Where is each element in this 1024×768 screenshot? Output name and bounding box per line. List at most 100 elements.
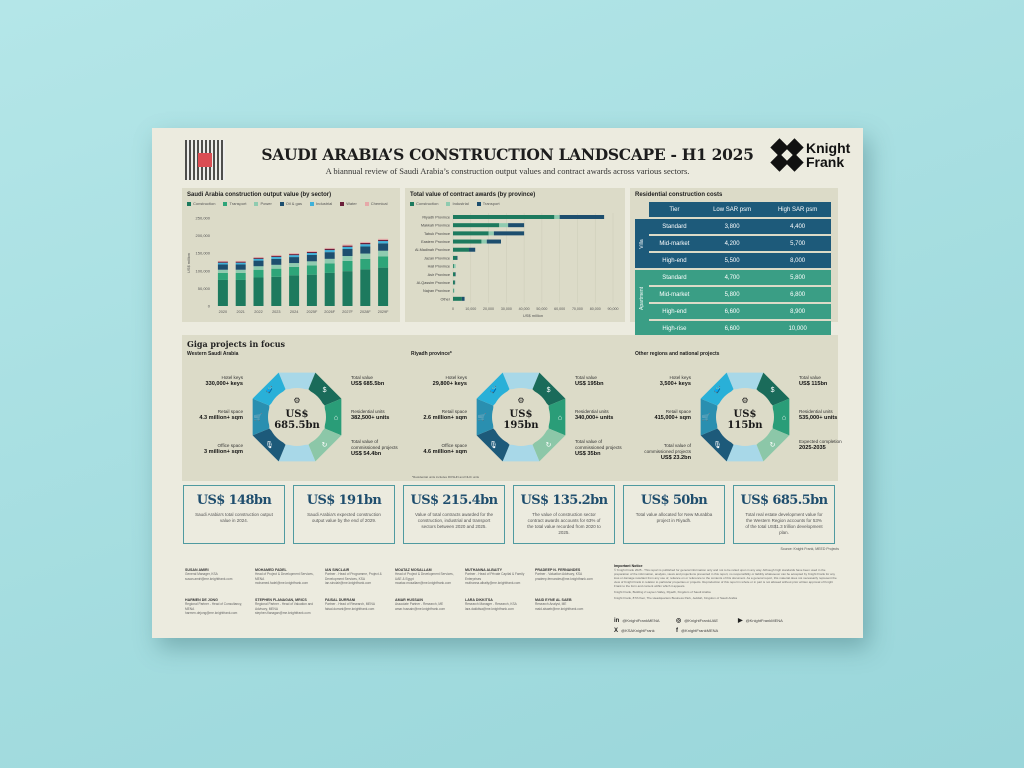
y-axis-label: US$ million xyxy=(186,253,191,273)
table-cell: 4,200 xyxy=(699,236,765,251)
stat-label: Hotel keys 29,800+ keys xyxy=(411,375,467,387)
bar-segment xyxy=(235,262,246,265)
instagram-icon: ◎ xyxy=(676,618,682,624)
output-chart-panel: Saudi Arabia construction output value (… xyxy=(182,188,400,322)
x-tick-label: 2021 xyxy=(236,310,244,314)
legend-swatch xyxy=(446,201,451,206)
y-tick-label: 200,000 xyxy=(196,233,211,238)
bar-segment xyxy=(306,251,317,252)
contact-role: Head of Project & Development Services, … xyxy=(395,572,454,581)
contact-email[interactable]: amar.hussain@me.knightfrank.com xyxy=(395,606,446,611)
stat-value: US$ 54.4bn xyxy=(351,451,382,457)
social-handle: @KnightFrankUAE xyxy=(684,618,719,623)
contact-email[interactable]: faisal.durrani@me.knightfrank.com xyxy=(325,606,375,611)
social-link[interactable]: f @KnightFrankMENA xyxy=(676,628,718,634)
stat-key: Residential units xyxy=(351,409,385,414)
contact-email[interactable]: mohamed.fadel@me.knightfrank.com xyxy=(255,580,309,585)
octagon-segment xyxy=(548,398,566,436)
contact-email[interactable]: pradeep.fernandes@me.knightfrank.com xyxy=(535,576,593,581)
social-link[interactable]: X @KSAKnightFrank xyxy=(614,628,655,634)
logo-mark-icon xyxy=(770,138,804,172)
contact-email[interactable]: lara.dakkitsa@me.knightfrank.com xyxy=(465,606,514,611)
output-bar-chart: 0 50,000 100,000 150,000 200,000 250,000 US$ m… xyxy=(186,216,389,315)
region-name: Western Saudi Arabia xyxy=(187,351,239,357)
stat-box: US$ 191bn Saudi Arabia's expected constru… xyxy=(293,485,395,544)
contact-name: IAN SINCLAIR xyxy=(325,568,350,572)
bar-segment xyxy=(253,257,264,258)
bar-segment xyxy=(453,239,482,244)
stat-key: Residential units xyxy=(799,409,833,414)
stat-label: Residential units 340,000+ units xyxy=(575,409,631,421)
bar-segment xyxy=(360,269,371,306)
legend-label: Industrial xyxy=(316,201,333,206)
table-cell: 8,900 xyxy=(764,304,831,319)
bar-segment xyxy=(360,258,371,270)
poster: SAUDI ARABIA’S CONSTRUCTION LANDSCAPE - … xyxy=(152,128,863,638)
group-label: Apartment xyxy=(635,270,649,336)
notice-address: Knight Frank, 87th floor, The Headquarte… xyxy=(614,596,738,600)
stat-value: US$ 215.4bn xyxy=(410,493,499,508)
contact-name: FAISAL DURRANI xyxy=(325,598,356,602)
bar-segment xyxy=(217,260,228,262)
bar-segment xyxy=(253,277,264,306)
social-handle: @KnightFrankMENA xyxy=(681,628,719,633)
youtube-icon: ▶ xyxy=(738,618,743,624)
bar-segment xyxy=(217,269,228,273)
stat-value: 3,500+ keys xyxy=(659,381,691,387)
contact-card: STEPHEN FLANAGAN, MRICS Regional Partner … xyxy=(255,598,321,615)
contracts-chart-panel: Total value of contract awards (by provi… xyxy=(405,188,625,322)
contact-role: General Manager, KSA xyxy=(185,572,218,577)
bar-segment xyxy=(378,239,389,242)
contact-card: MOATAZ MOSALLAM Head of Project & Develop… xyxy=(395,568,461,585)
bar-segment xyxy=(217,279,228,306)
octagon-segment xyxy=(476,398,494,436)
bar-segment xyxy=(453,255,457,260)
segment-icon: ↻ xyxy=(546,442,552,449)
footnote: *Residential units includes ROSHN and NH… xyxy=(412,475,480,479)
x-tick-label: 2026F xyxy=(324,310,335,314)
stat-label: Residential units 535,000+ units xyxy=(799,409,855,421)
contact-card: MAID EYNE AL SAEB Research Analyst, ME mai… xyxy=(535,598,601,611)
bar-segment xyxy=(235,269,246,273)
stat-key: Expected completion xyxy=(799,439,842,444)
contact-email[interactable]: maid.alsaeb@me.knightfrank.com xyxy=(535,606,584,611)
stat-key: Retail space xyxy=(665,409,691,414)
x-tick-label: 2024 xyxy=(290,310,298,314)
social-link[interactable]: ▶ @KnightFrankMENA xyxy=(738,618,783,624)
contact-email[interactable]: susan.amiri@me.knightfrank.com xyxy=(185,576,233,581)
stat-key: Total value xyxy=(799,375,821,380)
stat-value: 2.6 million+ sqm xyxy=(423,415,467,421)
contact-email[interactable]: muthanna.albaity@me.knightfrank.com xyxy=(465,580,521,585)
table-cell: 5,800 xyxy=(699,287,765,302)
table-row: Apartment Standard 4,700 5,800 xyxy=(635,270,831,336)
y-tick-label: 150,000 xyxy=(196,251,211,256)
legend-swatch xyxy=(223,201,228,206)
stat-box: US$ 50bn Total value allocated for New Mu… xyxy=(623,485,725,544)
contact-name: HARMEN DE JONG xyxy=(185,598,218,602)
stat-value: US$ 23.2bn xyxy=(660,455,691,461)
bar-segment xyxy=(342,248,353,257)
stat-value: US$ 685.5bn xyxy=(740,493,829,508)
social-link[interactable]: in @KnightFrankMENA xyxy=(614,618,660,624)
contact-name: STEPHEN FLANAGAN, MRICS xyxy=(255,598,307,602)
y-tick-label: Asir Province xyxy=(428,273,450,277)
stat-key: Total value of commissioned projects xyxy=(644,443,691,454)
bar-segment xyxy=(453,288,454,293)
bar-segment xyxy=(453,288,455,293)
stat-value: 4.6 million+ sqm xyxy=(423,449,467,455)
column-header: High SAR psm xyxy=(764,202,831,217)
contact-email[interactable]: ian.sinclair@me.knightfrank.com xyxy=(325,580,372,585)
social-link[interactable]: ◎ @KnightFrankUAE xyxy=(676,618,718,624)
stat-value: US$ 50bn xyxy=(640,493,708,508)
contact-card: PRADEEP N. FERNANDES Partner - Valuation … xyxy=(535,568,601,581)
y-tick-label: 50,000 xyxy=(198,286,211,291)
x-tick-label: 2022 xyxy=(254,310,262,314)
contact-role: Partner - Valuation Advisory, KSA xyxy=(535,572,583,577)
contact-email[interactable]: harmen.dejong@me.knightfrank.com xyxy=(185,610,238,615)
region-total: US$ 685.5bn xyxy=(267,409,327,431)
contact-email[interactable]: moataz.mosallam@me.knightfrank.com xyxy=(395,580,452,585)
stat-label: Residential units 382,500+ units xyxy=(351,409,407,421)
contact-email[interactable]: stephen.flanagan@me.knightfrank.com xyxy=(255,610,311,615)
stat-label: Total value of commissioned projects US$ … xyxy=(575,439,631,457)
stat-key: Total value xyxy=(575,375,597,380)
